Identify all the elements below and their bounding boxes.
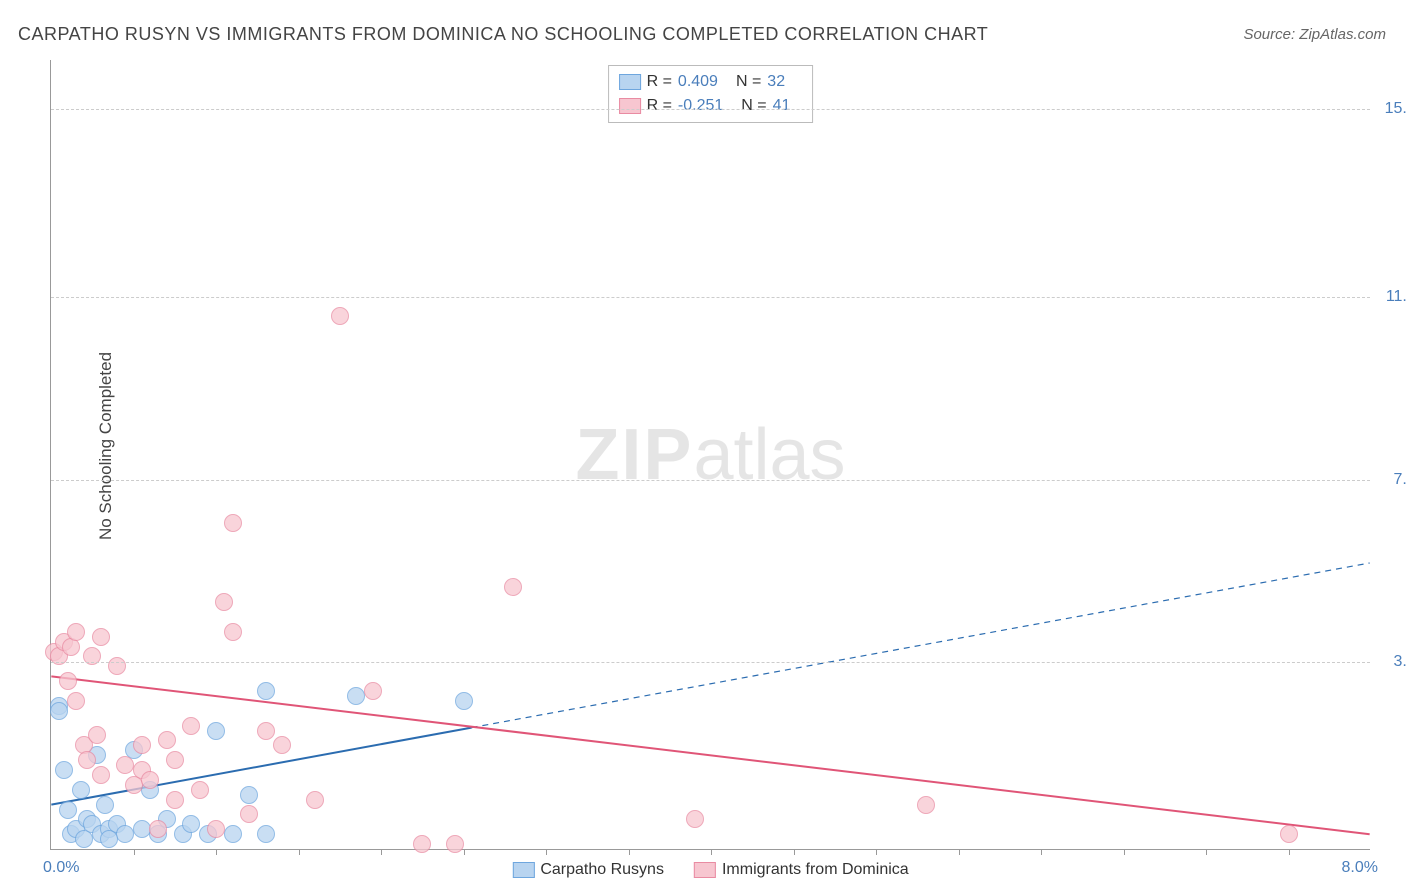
- data-point: [67, 692, 85, 710]
- legend-series-item: Carpatho Rusyns: [512, 861, 664, 879]
- trend-lines: [51, 60, 1370, 849]
- data-point: [72, 781, 90, 799]
- data-point: [917, 796, 935, 814]
- data-point: [257, 682, 275, 700]
- x-tick: [711, 849, 712, 855]
- data-point: [331, 307, 349, 325]
- x-axis-max-label: 8.0%: [1342, 859, 1378, 877]
- data-point: [224, 825, 242, 843]
- data-point: [78, 751, 96, 769]
- data-point: [215, 593, 233, 611]
- x-tick: [876, 849, 877, 855]
- data-point: [116, 825, 134, 843]
- data-point: [55, 761, 73, 779]
- data-point: [347, 687, 365, 705]
- legend-stats-row: R = 0.409N = 32: [619, 70, 803, 94]
- data-point: [446, 835, 464, 853]
- x-tick: [629, 849, 630, 855]
- gridline: [51, 662, 1370, 663]
- legend-swatch: [619, 74, 641, 90]
- x-tick: [1289, 849, 1290, 855]
- data-point: [166, 791, 184, 809]
- y-tick-label: 3.8%: [1394, 653, 1406, 671]
- data-point: [59, 672, 77, 690]
- legend-stats: R = 0.409N = 32R = -0.251N = 41: [608, 65, 814, 123]
- chart-title: CARPATHO RUSYN VS IMMIGRANTS FROM DOMINI…: [18, 24, 988, 45]
- data-point: [364, 682, 382, 700]
- data-point: [108, 657, 126, 675]
- data-point: [207, 722, 225, 740]
- data-point: [92, 628, 110, 646]
- legend-swatch: [512, 862, 534, 878]
- x-tick: [134, 849, 135, 855]
- gridline: [51, 109, 1370, 110]
- x-tick: [959, 849, 960, 855]
- legend-series-label: Immigrants from Dominica: [722, 861, 909, 879]
- data-point: [67, 623, 85, 641]
- data-point: [92, 766, 110, 784]
- data-point: [224, 623, 242, 641]
- y-tick-label: 7.5%: [1394, 471, 1406, 489]
- data-point: [686, 810, 704, 828]
- data-point: [50, 702, 68, 720]
- y-tick-label: 11.2%: [1386, 288, 1406, 306]
- data-point: [240, 786, 258, 804]
- source-attribution: Source: ZipAtlas.com: [1243, 26, 1386, 43]
- data-point: [96, 796, 114, 814]
- data-point: [133, 820, 151, 838]
- x-tick: [546, 849, 547, 855]
- x-tick: [1124, 849, 1125, 855]
- legend-series-item: Immigrants from Dominica: [694, 861, 909, 879]
- data-point: [59, 801, 77, 819]
- data-point: [504, 578, 522, 596]
- data-point: [149, 820, 167, 838]
- data-point: [191, 781, 209, 799]
- x-tick: [464, 849, 465, 855]
- legend-swatch: [694, 862, 716, 878]
- data-point: [306, 791, 324, 809]
- data-point: [88, 726, 106, 744]
- data-point: [455, 692, 473, 710]
- data-point: [413, 835, 431, 853]
- data-point: [257, 825, 275, 843]
- x-tick: [381, 849, 382, 855]
- x-tick: [299, 849, 300, 855]
- watermark: ZIPatlas: [575, 414, 845, 496]
- gridline: [51, 480, 1370, 481]
- legend-stats-row: R = -0.251N = 41: [619, 94, 803, 118]
- data-point: [182, 815, 200, 833]
- data-point: [116, 756, 134, 774]
- x-tick: [794, 849, 795, 855]
- data-point: [133, 736, 151, 754]
- data-point: [224, 514, 242, 532]
- data-point: [182, 717, 200, 735]
- data-point: [257, 722, 275, 740]
- data-point: [100, 830, 118, 848]
- gridline: [51, 297, 1370, 298]
- data-point: [273, 736, 291, 754]
- data-point: [207, 820, 225, 838]
- legend-series-label: Carpatho Rusyns: [540, 861, 664, 879]
- y-tick-label: 15.0%: [1385, 100, 1406, 118]
- data-point: [166, 751, 184, 769]
- x-axis-min-label: 0.0%: [43, 859, 79, 877]
- data-point: [158, 731, 176, 749]
- data-point: [1280, 825, 1298, 843]
- data-point: [141, 771, 159, 789]
- x-tick: [1206, 849, 1207, 855]
- data-point: [240, 805, 258, 823]
- legend-swatch: [619, 98, 641, 114]
- x-tick: [216, 849, 217, 855]
- plot-area: ZIPatlas R = 0.409N = 32R = -0.251N = 41…: [50, 60, 1370, 850]
- legend-series: Carpatho Rusyns Immigrants from Dominica: [512, 861, 908, 879]
- x-tick: [1041, 849, 1042, 855]
